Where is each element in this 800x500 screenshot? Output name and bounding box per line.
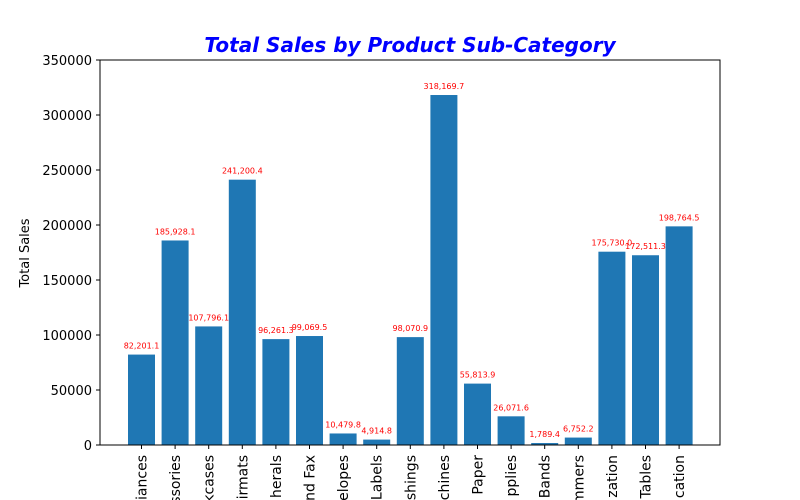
data-label-group: 82,201.1 185,928.1 107,796.1 241,200.4 96,26… xyxy=(124,82,700,439)
data-label-1: 185,928.1 xyxy=(155,227,196,236)
data-label-2: 107,796.1 xyxy=(188,313,229,322)
bar-11 xyxy=(497,416,525,445)
data-label-13: 6,752.2 xyxy=(563,425,594,434)
data-label-15: 172,511.3 xyxy=(625,242,666,251)
x-tick-label-0: iances xyxy=(135,455,151,500)
x-tick-label-14: zation xyxy=(605,455,621,498)
data-label-7: 4,914.8 xyxy=(361,427,392,436)
y-tick-label-3: 150000 xyxy=(42,274,92,289)
y-tick-label-2: 100000 xyxy=(42,329,92,344)
bar-14 xyxy=(598,251,626,445)
x-tick-label-5: nd Fax xyxy=(303,455,319,500)
x-tick-label-1: ssories xyxy=(168,455,184,500)
data-label-3: 241,200.4 xyxy=(222,167,263,176)
x-tick-label-13: mmers xyxy=(571,455,587,500)
bar-2 xyxy=(195,326,223,445)
y-tick-label-1: 50000 xyxy=(51,384,92,399)
x-tick-label-9: chines xyxy=(437,455,453,500)
y-tick-label-0: 0 xyxy=(84,439,92,454)
y-tick-label-6: 300000 xyxy=(42,109,92,124)
data-label-9: 318,169.7 xyxy=(424,82,465,91)
x-tick-label-16: cation xyxy=(672,455,688,498)
x-tick-label-10: Paper xyxy=(471,455,487,495)
data-label-12: 1,789.4 xyxy=(529,430,560,439)
x-tick-label-15: Tables xyxy=(639,455,655,500)
data-label-16: 198,764.5 xyxy=(659,213,700,222)
y-tick-label-5: 250000 xyxy=(42,164,92,179)
data-label-0: 82,201.1 xyxy=(124,342,160,351)
data-label-8: 98,070.9 xyxy=(392,324,428,333)
x-tick-label-11: pplies xyxy=(504,455,520,496)
y-axis-label: Total Sales xyxy=(18,218,33,288)
x-tick-label-12: Bands xyxy=(538,455,554,498)
y-axis-ticks: 0 50000 100000 150000 200000 250000 300000 3500… xyxy=(42,54,100,454)
bar-13 xyxy=(564,437,592,445)
bar-3 xyxy=(228,179,256,445)
bar-5 xyxy=(296,336,323,445)
bar-8 xyxy=(396,337,424,445)
x-tick-label-6: elopes xyxy=(336,455,352,500)
data-label-14: 175,730.0 xyxy=(592,239,633,248)
bar-6 xyxy=(329,433,357,445)
bar-16 xyxy=(665,226,693,445)
bar-1 xyxy=(161,240,189,445)
x-tick-label-4: herals xyxy=(269,455,285,498)
x-tick-label-3: irmats xyxy=(235,455,251,499)
bar-12 xyxy=(531,443,559,445)
bar-0 xyxy=(128,354,155,445)
x-tick-label-8: shings xyxy=(403,455,419,500)
plot-frame xyxy=(99,59,721,446)
bar-7 xyxy=(363,439,391,445)
data-label-11: 26,071.6 xyxy=(493,403,529,412)
data-label-5: 99,069.5 xyxy=(292,323,328,332)
bar-9 xyxy=(430,95,458,445)
x-tick-label-2: kcases xyxy=(202,455,218,500)
x-axis-ticks: iances ssories kcases irmats herals nd Fax elo… xyxy=(135,445,688,500)
chart-title: Total Sales by Product Sub-Category xyxy=(204,33,616,57)
data-label-4: 96,261.3 xyxy=(258,326,294,335)
bar-4 xyxy=(262,339,290,445)
data-label-10: 55,813.9 xyxy=(460,371,496,380)
bar-10 xyxy=(464,383,491,445)
bar-group xyxy=(128,95,693,445)
data-label-6: 10,479.8 xyxy=(325,420,361,429)
y-tick-label-4: 200000 xyxy=(42,219,92,234)
y-tick-label-7: 350000 xyxy=(42,54,92,69)
bar-15 xyxy=(632,255,659,445)
x-tick-label-7: Labels xyxy=(370,455,386,500)
